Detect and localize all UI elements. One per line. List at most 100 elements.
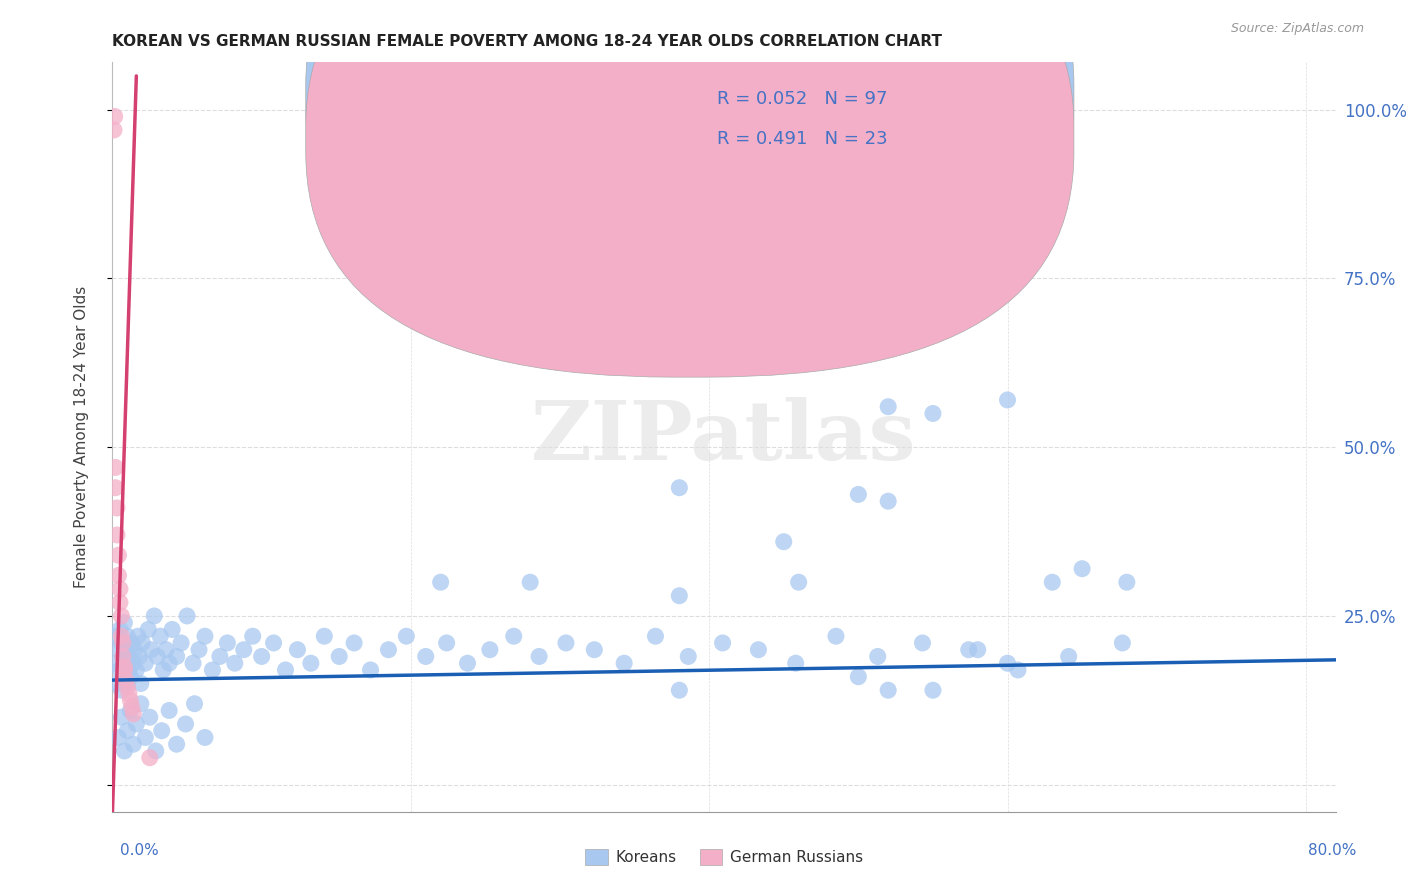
Point — [134, 657, 156, 671]
Point — [117, 723, 139, 738]
Point — [108, 663, 131, 677]
Point — [129, 697, 152, 711]
Point — [877, 683, 900, 698]
Point — [1007, 663, 1029, 677]
Point — [668, 683, 690, 698]
Point — [846, 487, 869, 501]
Point — [111, 649, 134, 664]
Point — [107, 548, 129, 562]
Point — [678, 649, 700, 664]
Point — [250, 649, 273, 664]
Point — [112, 615, 135, 630]
Point — [785, 657, 807, 671]
Point — [112, 659, 135, 673]
Point — [145, 744, 167, 758]
Point — [120, 693, 142, 707]
Point — [131, 636, 153, 650]
Point — [395, 629, 418, 643]
Point — [274, 663, 297, 677]
Point — [120, 670, 142, 684]
Point — [377, 642, 399, 657]
Point — [110, 683, 132, 698]
Point — [152, 663, 174, 677]
Point — [997, 392, 1019, 407]
Point — [157, 657, 180, 671]
Point — [134, 731, 156, 745]
Text: ZIPatlas: ZIPatlas — [531, 397, 917, 477]
Point — [122, 706, 145, 721]
Point — [224, 657, 246, 671]
Point — [117, 680, 139, 694]
Point — [104, 460, 127, 475]
Point — [124, 642, 146, 657]
Point — [174, 717, 197, 731]
Text: KOREAN VS GERMAN RUSSIAN FEMALE POVERTY AMONG 18-24 YEAR OLDS CORRELATION CHART: KOREAN VS GERMAN RUSSIAN FEMALE POVERTY … — [112, 34, 942, 49]
Point — [877, 400, 900, 414]
Point — [160, 623, 183, 637]
Point — [108, 595, 131, 609]
Point — [911, 636, 934, 650]
Point — [613, 657, 636, 671]
Point — [668, 481, 690, 495]
Point — [112, 663, 135, 677]
Point — [1057, 649, 1080, 664]
Point — [117, 676, 139, 690]
Legend: Koreans, German Russians: Koreans, German Russians — [579, 843, 869, 871]
Point — [527, 649, 550, 664]
Point — [208, 649, 231, 664]
Point — [105, 676, 128, 690]
Point — [118, 663, 141, 677]
Point — [107, 568, 129, 582]
Point — [141, 642, 163, 657]
Point — [108, 582, 131, 596]
Point — [747, 642, 769, 657]
Point — [415, 649, 437, 664]
Point — [157, 703, 180, 717]
Point — [111, 636, 134, 650]
Point — [155, 642, 177, 657]
Point — [170, 636, 193, 650]
Point — [1040, 575, 1063, 590]
Point — [105, 629, 128, 643]
Point — [242, 629, 264, 643]
Point — [866, 649, 889, 664]
Point — [108, 623, 131, 637]
Point — [957, 642, 980, 657]
Point — [120, 703, 142, 717]
FancyBboxPatch shape — [305, 0, 1074, 377]
Point — [555, 636, 578, 650]
Point — [121, 700, 143, 714]
Point — [149, 629, 172, 643]
Point — [118, 687, 141, 701]
Point — [825, 629, 848, 643]
Point — [122, 657, 145, 671]
Point — [183, 697, 205, 711]
Point — [772, 534, 794, 549]
Point — [1111, 636, 1133, 650]
Point — [118, 649, 141, 664]
Text: Source: ZipAtlas.com: Source: ZipAtlas.com — [1230, 22, 1364, 36]
Point — [143, 609, 166, 624]
Point — [117, 629, 139, 643]
Point — [922, 683, 945, 698]
Text: 0.0%: 0.0% — [120, 843, 159, 858]
Point — [429, 575, 451, 590]
Point — [436, 636, 458, 650]
Text: R = 0.491   N = 23: R = 0.491 N = 23 — [717, 130, 887, 148]
Point — [966, 642, 988, 657]
Point — [110, 609, 132, 624]
Point — [122, 737, 145, 751]
Point — [263, 636, 285, 650]
Point — [711, 636, 734, 650]
Point — [103, 123, 125, 137]
Point — [877, 494, 900, 508]
Point — [232, 642, 254, 657]
Point — [287, 642, 309, 657]
Point — [502, 629, 524, 643]
Point — [105, 528, 128, 542]
Point — [115, 642, 138, 657]
Point — [328, 649, 350, 664]
Point — [194, 629, 217, 643]
FancyBboxPatch shape — [305, 0, 1074, 336]
Point — [129, 676, 152, 690]
